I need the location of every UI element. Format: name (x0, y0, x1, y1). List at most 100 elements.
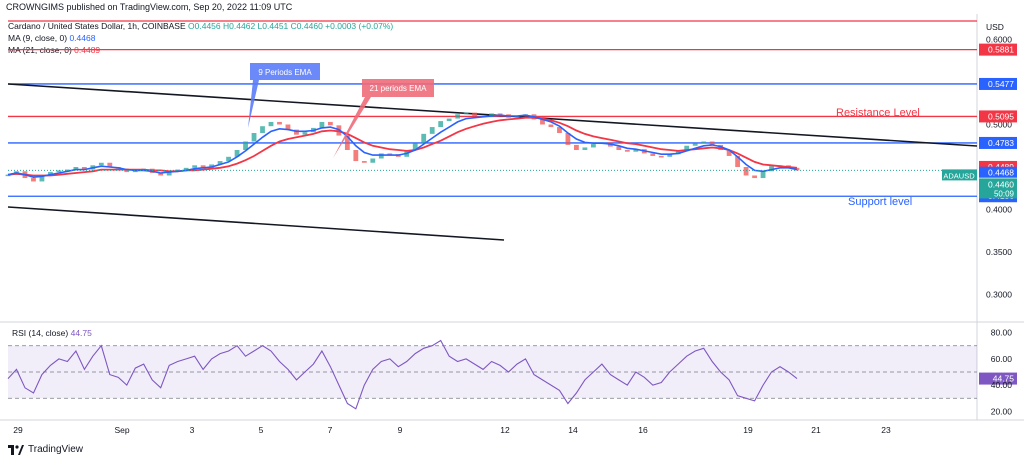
ma9-legend-row: MA (9, close, 0) 0.4468 (8, 32, 393, 44)
candle (769, 166, 774, 172)
candle (667, 154, 673, 157)
price-tick-label: 0.6000 (986, 35, 1012, 45)
candle (192, 165, 198, 168)
candle (752, 175, 757, 179)
symbol-name: Cardano / United States Dollar, 1h, COIN… (8, 21, 186, 31)
x-tick-label: 5 (259, 425, 264, 435)
candle (590, 144, 596, 148)
candle (446, 118, 452, 122)
candle (429, 127, 435, 134)
candle (319, 121, 325, 128)
currency-label: USD (986, 22, 1004, 32)
footer-brand: TradingView (28, 444, 84, 455)
candle (387, 153, 393, 155)
candle (217, 161, 223, 165)
resistance-label: Resistance Level (836, 107, 920, 119)
candle (243, 141, 248, 150)
last-price-badge (979, 178, 1017, 199)
price-tick-label: 0.3500 (986, 247, 1012, 257)
price-tick-label: 0.5000 (986, 120, 1012, 130)
candle (548, 124, 554, 128)
open-value: O0.4456 (188, 21, 221, 31)
low-value: L0.4451 (257, 21, 289, 31)
level-badge-text: 0.4783 (988, 138, 1014, 148)
ma21-price-badge (979, 160, 1017, 172)
candle (353, 150, 359, 162)
candle (209, 164, 215, 168)
level-badge-text: 0.5095 (988, 111, 1014, 121)
level-badge (979, 43, 1017, 56)
candle (463, 112, 469, 115)
candle (421, 133, 427, 144)
candle (565, 133, 571, 145)
candle (56, 170, 62, 173)
candle (277, 121, 282, 125)
candle (378, 153, 384, 159)
publisher-line: CROWNGIMS published on TradingView.com, … (6, 2, 293, 12)
x-tick-label: 16 (638, 425, 648, 435)
symbol-badge-text: ADAUSD (943, 171, 975, 180)
candle (582, 147, 588, 150)
candle (624, 150, 630, 152)
countdown-text: 50:09 (994, 189, 1015, 198)
candle (701, 141, 707, 144)
candle (743, 167, 749, 176)
candle (81, 167, 87, 170)
ema9-callout-text: 9 Periods EMA (258, 68, 312, 77)
candle (48, 172, 53, 176)
support-label: Support level (848, 196, 912, 208)
candle (472, 112, 478, 116)
symbol-row: Cardano / United States Dollar, 1h, COIN… (8, 20, 393, 32)
level-badge (979, 110, 1017, 123)
high-value: H0.4462 (223, 21, 256, 31)
candle (344, 135, 350, 150)
x-tick-label: 29 (13, 425, 23, 435)
symbol-badge (942, 169, 977, 181)
last-price-badge-text: 0.4460 (988, 179, 1014, 189)
ema21-callout-text: 21 periods EMA (370, 84, 428, 93)
candle (226, 156, 231, 162)
level-badge-text: 0.5881 (988, 45, 1014, 55)
ma9-value: 0.4468 (69, 33, 96, 43)
candle (361, 161, 367, 163)
ema21-callout: 21 periods EMA (333, 79, 434, 158)
candle (107, 162, 113, 167)
candle (5, 174, 11, 177)
candle (64, 169, 70, 172)
descending-trendline-lower (7, 206, 505, 241)
ma9-price-badge (979, 166, 1017, 178)
candle (158, 172, 164, 176)
x-tick-label: 19 (743, 425, 753, 435)
ma9-label: MA (9, close, 0) (8, 33, 68, 43)
candle (658, 155, 664, 158)
rsi-value: 44.75 (70, 328, 92, 338)
candle (692, 143, 698, 146)
x-tick-label: 12 (500, 425, 510, 435)
candle (285, 124, 291, 130)
candle (73, 167, 79, 170)
x-tick-label: Sep (114, 425, 129, 435)
ma9-price-badge-text: 0.4468 (988, 168, 1014, 178)
candle (200, 165, 206, 168)
price-tick-label: 0.4000 (986, 205, 1012, 215)
x-tick-label: 21 (811, 425, 821, 435)
candle (650, 153, 656, 156)
candle (302, 132, 308, 135)
candle (684, 145, 690, 150)
candle (633, 149, 639, 152)
candle (497, 113, 503, 115)
rsi-tick-label: 20.00 (991, 406, 1013, 416)
ma9-line (7, 114, 798, 179)
rsi-tick-label: 40.00 (991, 380, 1013, 390)
candle (616, 146, 622, 150)
candle (234, 150, 240, 157)
candle (675, 150, 681, 155)
footer: TradingView (8, 444, 83, 455)
rsi-line (7, 339, 798, 410)
candle (166, 171, 172, 176)
candle (735, 155, 741, 167)
rsi-legend: RSI (14, close) 44.75 (12, 328, 92, 338)
ema9-callout: 9 Periods EMA (248, 63, 320, 128)
candle (514, 116, 520, 118)
